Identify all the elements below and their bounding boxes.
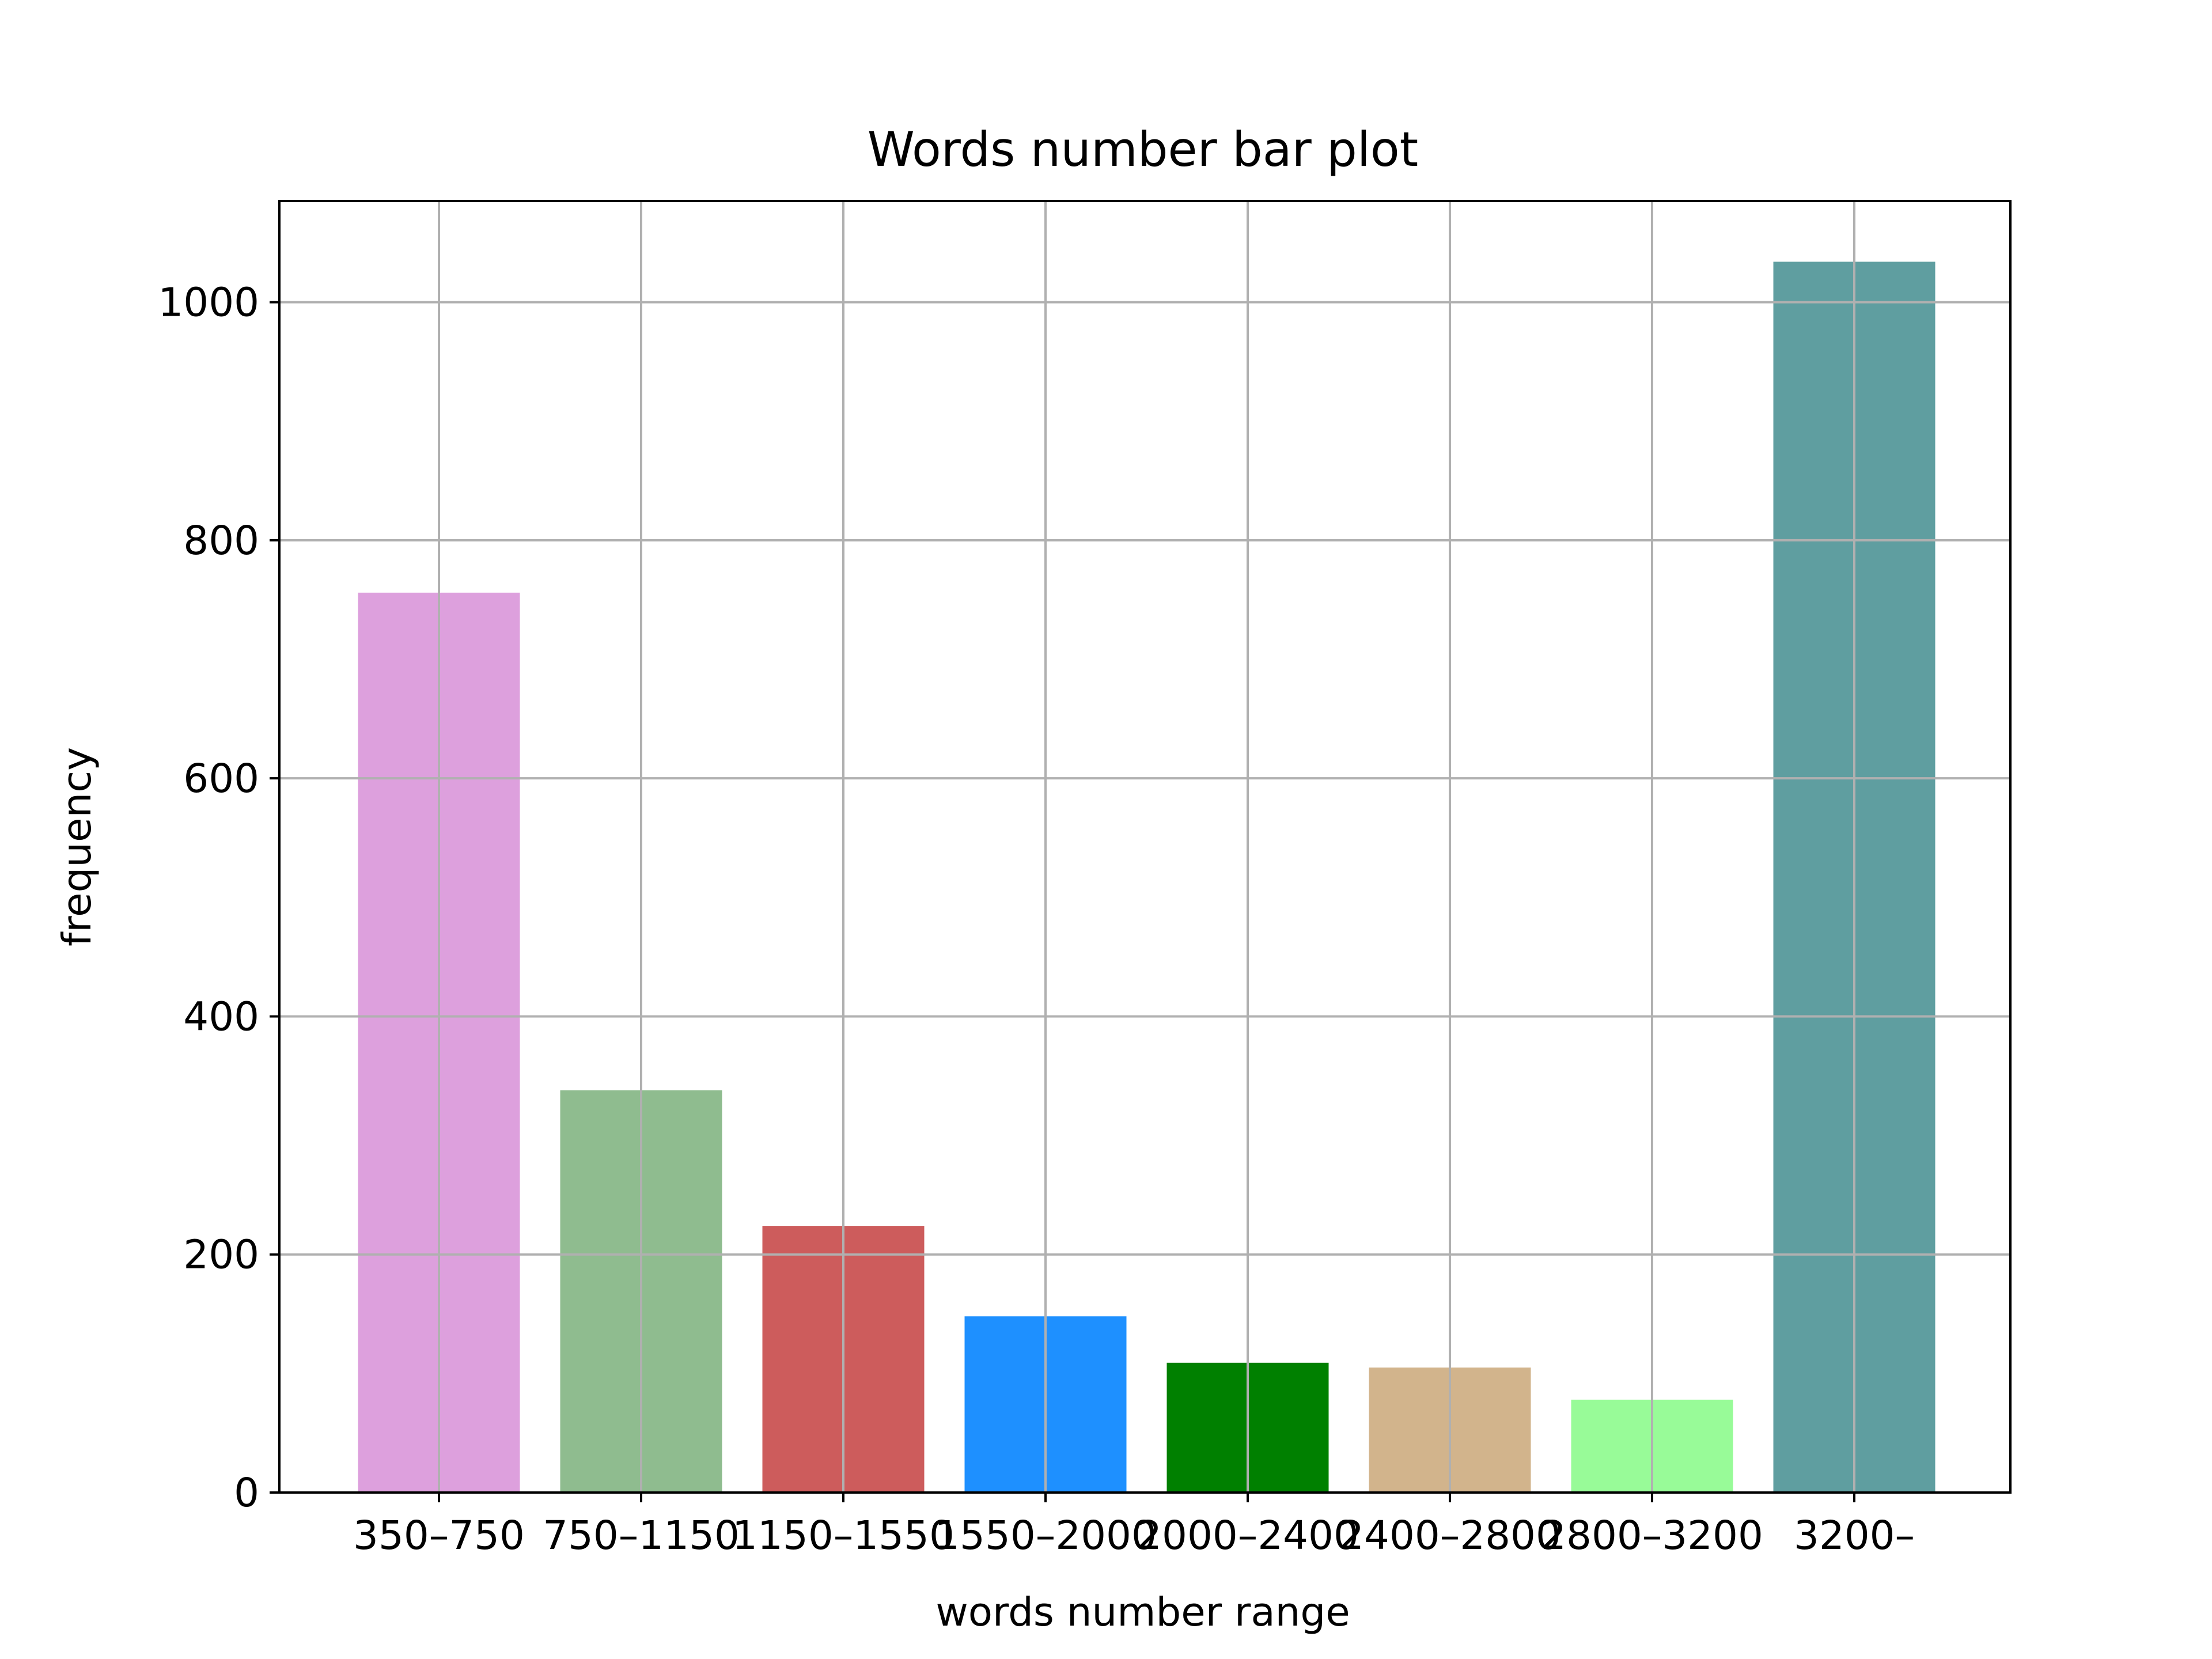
y-tick-label: 1000	[158, 280, 259, 326]
axis-ticks	[270, 301, 1855, 1502]
x-axis-title: words number range	[935, 1589, 1350, 1635]
x-tick-label: 2400–2800	[1339, 1513, 1561, 1559]
x-tick-label: 1150–1550	[732, 1513, 955, 1559]
y-axis-title: frequency	[54, 747, 100, 946]
x-tick-label: 750–1150	[543, 1513, 740, 1559]
y-tick-label: 800	[183, 518, 259, 564]
x-tick-label: 3200–	[1794, 1513, 1915, 1559]
grid-lines	[279, 201, 2010, 1494]
y-tick-label: 0	[234, 1470, 259, 1516]
x-tick-label: 2800–3200	[1541, 1513, 1763, 1559]
y-tick-label: 400	[183, 994, 259, 1040]
x-tick-label: 350–750	[353, 1513, 525, 1559]
y-tick-label: 200	[183, 1232, 259, 1278]
x-tick-labels: 350–750 750–11501150–15501550–20002000–24…	[353, 1513, 1915, 1559]
x-tick-label: 2000–2400	[1137, 1513, 1359, 1559]
plot-frame	[278, 200, 2012, 1494]
x-tick-label: 1550–2000	[934, 1513, 1157, 1559]
y-tick-label: 600	[183, 756, 259, 802]
y-tick-labels: 0 200 400 600 800 1000	[158, 280, 259, 1516]
chart-title: Words number bar plot	[868, 122, 1418, 177]
